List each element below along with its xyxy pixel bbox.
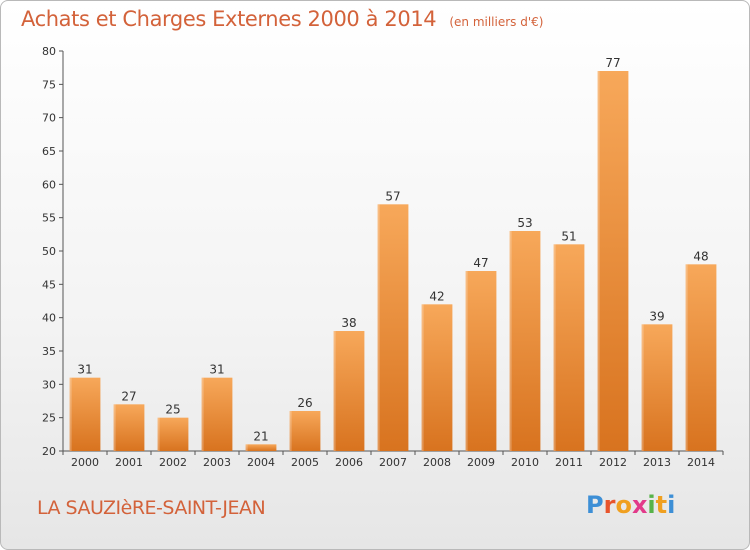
y-tick-label: 65 (42, 145, 56, 158)
bar-highlight (641, 324, 644, 451)
value-label: 51 (561, 229, 576, 243)
bar (377, 204, 409, 451)
logo-letter: i (667, 491, 676, 519)
bar (465, 271, 497, 451)
bar (333, 331, 365, 451)
x-tick-label: 2001 (115, 456, 143, 469)
value-label: 48 (693, 249, 708, 263)
x-tick-label: 2012 (599, 456, 627, 469)
x-tick-label: 2006 (335, 456, 363, 469)
bar-highlight (245, 444, 248, 451)
bar (113, 404, 145, 451)
y-tick-label: 50 (42, 245, 56, 258)
logo-letter: P (586, 491, 604, 519)
axes: 20 25 30 35 40 45 50 55 60 65 70 75 80 (42, 45, 724, 458)
x-tick-label: 2000 (71, 456, 99, 469)
value-label: 38 (341, 316, 356, 330)
logo-letter: t (655, 491, 668, 519)
commune-name: LA SAUZIèRE-SAINT-JEAN (37, 497, 266, 519)
bar-highlight (421, 304, 424, 451)
value-label: 21 (253, 429, 268, 443)
y-tick-label: 70 (42, 112, 56, 125)
title-row: Achats et Charges Externes 2000 à 2014 (… (21, 7, 543, 31)
bar-highlight (553, 244, 556, 451)
logo-letter: x (631, 491, 648, 519)
bar-highlight (465, 271, 468, 451)
y-tick-label: 80 (42, 45, 56, 58)
value-label: 27 (121, 389, 136, 403)
y-tick-label: 75 (42, 78, 56, 91)
bar (685, 264, 717, 451)
bar (157, 417, 189, 451)
bar (597, 71, 629, 451)
chart-title: Achats et Charges Externes 2000 à 2014 (21, 7, 437, 31)
bar-highlight (201, 377, 204, 451)
labels: 31 2000 27 2001 25 2002 31 2003 21 2004 26 2005 38 20… (71, 56, 715, 469)
y-tick-label: 25 (42, 412, 56, 425)
y-tick-label: 60 (42, 178, 56, 191)
x-tick-label: 2007 (379, 456, 407, 469)
bar (553, 244, 585, 451)
bar-highlight (509, 231, 512, 451)
value-label: 42 (429, 289, 444, 303)
value-label: 47 (473, 256, 488, 270)
x-tick-label: 2014 (687, 456, 715, 469)
x-tick-label: 2004 (247, 456, 275, 469)
bar (509, 231, 541, 451)
value-label: 26 (297, 396, 312, 410)
y-tick-label: 55 (42, 212, 56, 225)
x-tick-label: 2009 (467, 456, 495, 469)
x-tick-label: 2002 (159, 456, 187, 469)
value-label: 25 (165, 403, 180, 417)
y-tick-label: 40 (42, 312, 56, 325)
logo-letter: o (615, 491, 632, 519)
x-tick-label: 2003 (203, 456, 231, 469)
y-tick-label: 35 (42, 345, 56, 358)
x-tick-label: 2013 (643, 456, 671, 469)
value-label: 31 (209, 363, 224, 377)
bar-highlight (333, 331, 336, 451)
bar (641, 324, 673, 451)
bar (201, 377, 233, 451)
bar-highlight (377, 204, 380, 451)
value-label: 31 (77, 363, 92, 377)
bar (421, 304, 453, 451)
x-tick-label: 2005 (291, 456, 319, 469)
x-tick-label: 2008 (423, 456, 451, 469)
bar-highlight (289, 411, 292, 451)
logo-letter: r (603, 491, 616, 519)
x-tick-label: 2010 (511, 456, 539, 469)
value-label: 57 (385, 189, 400, 203)
y-tick-label: 30 (42, 378, 56, 391)
value-label: 53 (517, 216, 532, 230)
bar (289, 411, 321, 451)
bars (69, 71, 717, 451)
x-tick-label: 2011 (555, 456, 583, 469)
value-label: 77 (605, 56, 620, 70)
proxiti-logo[interactable]: Proxiti (586, 491, 675, 519)
bar-highlight (685, 264, 688, 451)
y-tick-label: 20 (42, 445, 56, 458)
chart-subtitle: (en milliers d'€) (449, 15, 544, 29)
logo-letter: i (647, 491, 656, 519)
value-label: 39 (649, 309, 664, 323)
bar (245, 444, 277, 451)
bar (69, 377, 101, 451)
bar-highlight (113, 404, 116, 451)
y-tick-label: 45 (42, 278, 56, 291)
bar-highlight (69, 377, 72, 451)
bar-highlight (157, 417, 160, 451)
bar-highlight (597, 71, 600, 451)
